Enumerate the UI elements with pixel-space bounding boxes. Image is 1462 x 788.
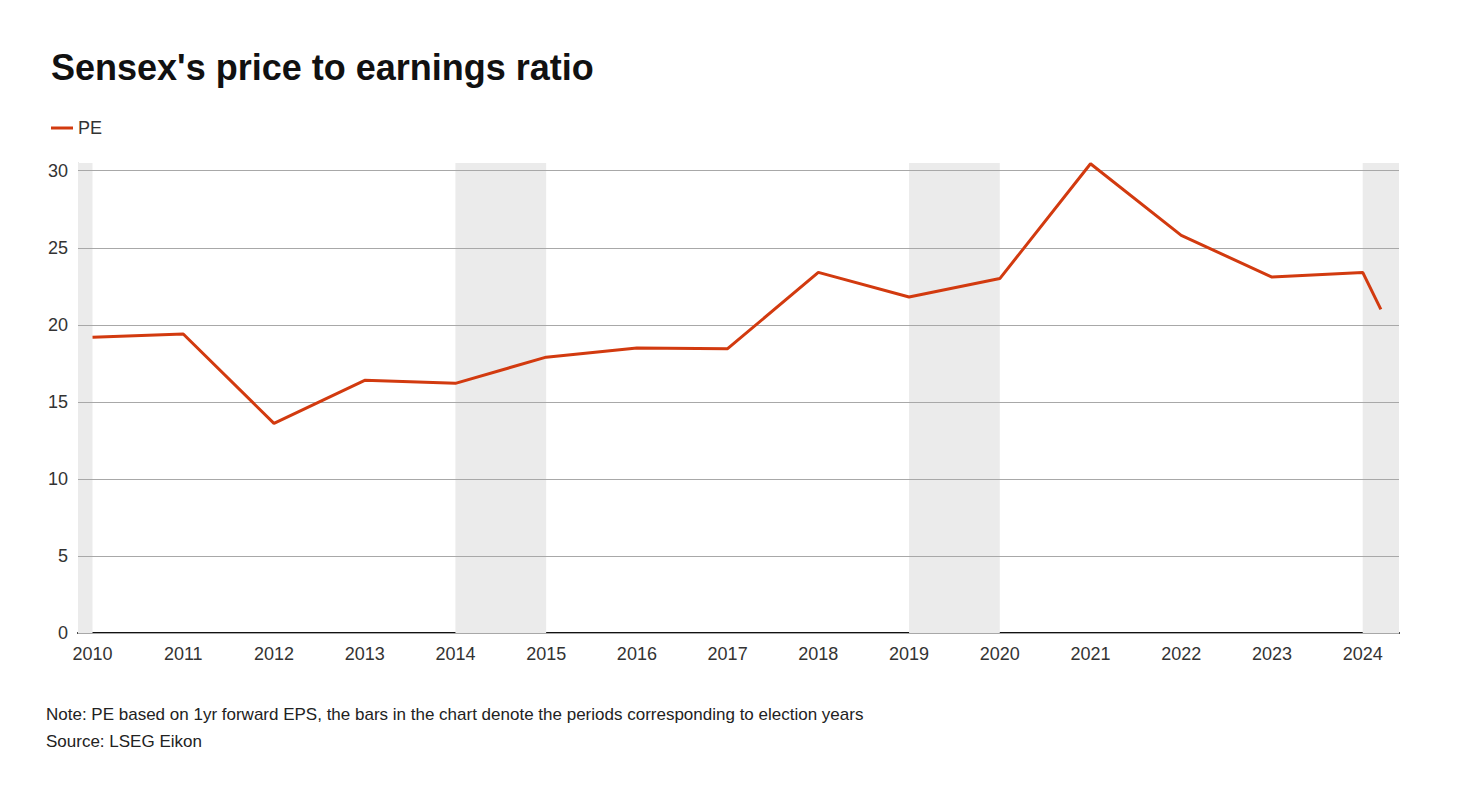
svg-text:2019: 2019 bbox=[889, 644, 929, 664]
svg-text:2017: 2017 bbox=[708, 644, 748, 664]
svg-text:2018: 2018 bbox=[798, 644, 838, 664]
svg-text:2014: 2014 bbox=[435, 644, 475, 664]
svg-text:2020: 2020 bbox=[980, 644, 1020, 664]
svg-text:2023: 2023 bbox=[1252, 644, 1292, 664]
svg-text:30: 30 bbox=[48, 161, 68, 181]
svg-text:PE: PE bbox=[78, 118, 102, 138]
svg-text:2012: 2012 bbox=[254, 644, 294, 664]
svg-text:Source: LSEG Eikon: Source: LSEG Eikon bbox=[46, 732, 202, 751]
svg-text:2021: 2021 bbox=[1071, 644, 1111, 664]
svg-text:5: 5 bbox=[58, 546, 68, 566]
svg-text:2015: 2015 bbox=[526, 644, 566, 664]
svg-text:2011: 2011 bbox=[164, 644, 203, 664]
svg-text:2013: 2013 bbox=[345, 644, 385, 664]
svg-text:Sensex's price to earnings rat: Sensex's price to earnings ratio bbox=[51, 47, 594, 88]
svg-text:2010: 2010 bbox=[72, 644, 112, 664]
svg-text:0: 0 bbox=[58, 623, 68, 643]
svg-text:15: 15 bbox=[48, 392, 68, 412]
svg-text:10: 10 bbox=[48, 469, 68, 489]
svg-text:20: 20 bbox=[48, 315, 68, 335]
svg-text:25: 25 bbox=[48, 238, 68, 258]
svg-text:2016: 2016 bbox=[617, 644, 657, 664]
svg-text:2022: 2022 bbox=[1161, 644, 1201, 664]
svg-text:Note: PE based on 1yr forward: Note: PE based on 1yr forward EPS, the b… bbox=[46, 705, 863, 724]
svg-text:2024: 2024 bbox=[1343, 644, 1383, 664]
